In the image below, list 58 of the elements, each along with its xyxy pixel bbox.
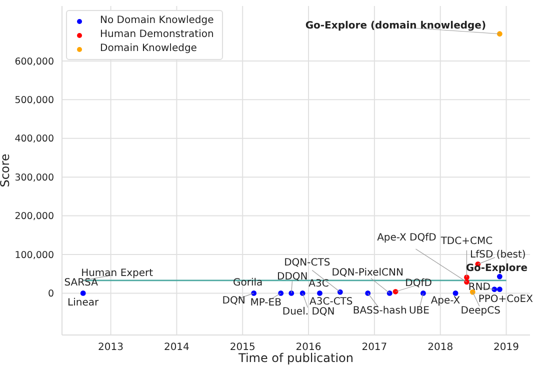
annotation: BASS-hash xyxy=(352,306,407,317)
point xyxy=(317,290,322,296)
annotation: MP-EB xyxy=(250,298,282,309)
point xyxy=(278,290,284,296)
annotation: DDQN xyxy=(277,272,308,283)
annotation: TDC+CMC xyxy=(440,236,493,247)
x-tick-label: 2018 xyxy=(428,342,454,354)
annotation: DeepCS xyxy=(460,306,500,317)
point xyxy=(496,31,502,37)
annotation: RND xyxy=(468,282,491,293)
annotation: Human Expert xyxy=(81,268,154,279)
legend-label: No Domain Knowledge xyxy=(100,14,214,28)
point xyxy=(452,290,458,296)
annotation: A3C-CTS xyxy=(310,296,353,308)
annotation: Duel. DQN xyxy=(282,306,335,318)
y-tick-label: 200,000 xyxy=(14,211,54,222)
x-tick-label: 2017 xyxy=(362,342,388,354)
x-tick-label: 2015 xyxy=(230,342,256,354)
point xyxy=(464,274,470,280)
point xyxy=(464,279,470,285)
y-tick-label: 100,000 xyxy=(14,250,54,261)
point xyxy=(420,290,426,296)
y-tick-label: 300,000 xyxy=(14,172,54,184)
annotation: Go-Explore (domain knowledge) xyxy=(305,20,486,32)
x-tick-label: 2019 xyxy=(494,342,519,354)
y-tick-label: 500,000 xyxy=(14,95,54,106)
y-tick-label: 400,000 xyxy=(14,134,54,145)
point xyxy=(300,290,306,296)
annotation: UBE xyxy=(408,306,430,317)
x-tick-label: 2014 xyxy=(164,342,190,354)
annotation: SARSA xyxy=(64,278,98,289)
point xyxy=(365,290,371,296)
point xyxy=(496,274,502,280)
point xyxy=(251,290,257,296)
annotation: Go-Explore xyxy=(466,263,528,274)
annotation: PPO+CoEX xyxy=(478,294,534,305)
annotation: Linear xyxy=(68,298,100,309)
y-tick-label: 0 xyxy=(48,288,54,300)
point xyxy=(80,290,86,296)
annotation: Ape-X DQfD xyxy=(377,232,437,244)
annotation: A3C xyxy=(308,278,329,290)
annotation: Gorila xyxy=(232,278,263,289)
y-axis-title: Score xyxy=(0,154,12,188)
point xyxy=(492,286,498,292)
annotation: DQN-PixelCNN xyxy=(332,268,404,279)
legend-label: Domain Knowledge xyxy=(100,42,197,56)
annotation: DQN-CTS xyxy=(284,258,330,269)
annotation: LfSD (best) xyxy=(470,250,526,261)
x-axis-title: Time of publication xyxy=(237,351,354,365)
x-tick-label: 2013 xyxy=(98,342,124,354)
annotation: DQfD xyxy=(405,278,432,290)
legend-label: Human Demonstration xyxy=(100,28,214,42)
point xyxy=(496,286,502,292)
x-tick-label: 2016 xyxy=(296,342,322,354)
annotation: DQN xyxy=(222,296,246,307)
annotation: Ape-X xyxy=(430,296,460,307)
y-tick-label: 600,000 xyxy=(14,56,54,68)
point xyxy=(386,290,392,296)
